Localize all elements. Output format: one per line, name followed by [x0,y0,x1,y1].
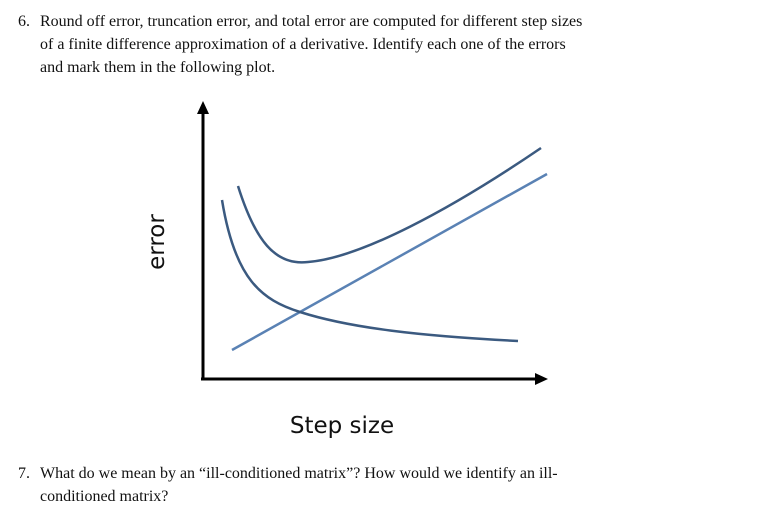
question-6-line-2: of a finite difference approximation of … [40,36,566,53]
question-7: 7. What do we mean by an “ill-conditioned… [18,462,718,508]
question-6: 6. Round off error, truncation error, and… [18,10,718,79]
question-6-line-3: and mark them in the following plot. [40,59,276,76]
y-axis-arrow-icon [197,101,209,114]
question-6-text-1: Round off error, truncation error, and t… [40,13,583,30]
question-6-number: 6. [18,13,30,30]
y-axis-label: error [144,214,170,270]
u-shaped-error-curve [236,146,542,264]
question-7-line-2: conditioned matrix? [40,488,169,505]
question-7-text-1: What do we mean by an “ill-conditioned m… [40,465,558,482]
x-axis-arrow-icon [535,373,548,385]
decaying-error-curve [220,199,519,343]
x-axis-label: Step size [290,413,394,439]
question-7-line-1: 7. What do we mean by an “ill-conditioned… [18,462,718,485]
straight-error-line [231,172,548,352]
question-6-line-1: 6. Round off error, truncation error, and… [18,10,718,33]
question-7-number: 7. [18,465,30,482]
